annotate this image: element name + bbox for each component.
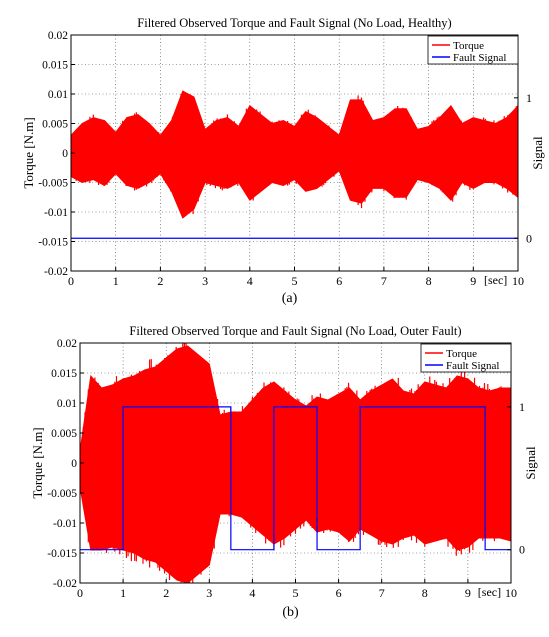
x-tick-label: 2 (163, 586, 169, 600)
y-tick-label: 0.015 (42, 60, 68, 72)
y-axis-label: Torque [N.m] (21, 117, 36, 188)
x-tick-label: 2 (157, 274, 163, 288)
legend-label: Torque (453, 40, 484, 52)
x-tick-label: 3 (202, 274, 208, 288)
y-tick-label: -0.005 (47, 488, 77, 500)
x-tick-label: 7 (381, 274, 387, 288)
y-tick-label: 0.005 (51, 428, 77, 440)
x-tick-label: 10 (512, 274, 524, 288)
x-tick-label: 4 (247, 274, 253, 288)
right-tick-label: 1 (519, 400, 525, 414)
x-tick-label: 3 (206, 586, 212, 600)
x-tick-label: 0 (77, 586, 83, 600)
y-tick-label: -0.015 (38, 237, 68, 249)
x-unit-label: [sec] (478, 585, 501, 599)
x-tick-label: 6 (336, 274, 342, 288)
x-tick-label: 8 (426, 274, 432, 288)
series-fault-signal (80, 406, 511, 551)
y-tick-label: 0.015 (51, 368, 77, 380)
chart-panel-b: 0.02 0.015 0.01 0.005 0 -0.005 -0.01 -0.015 -0.0… (30, 324, 538, 620)
legend-label: Fault Signal (453, 52, 506, 64)
x-tick-label: 6 (336, 586, 342, 600)
y-tick-label: 0 (71, 458, 77, 470)
legend-box (427, 35, 519, 65)
right-axis-label: Signal (523, 446, 538, 480)
series-torque (80, 343, 511, 583)
y-axis-label: Torque [N.m] (30, 427, 45, 498)
x-tick-label: 4 (249, 586, 255, 600)
right-axis-label: Signal (530, 136, 545, 170)
x-tick-label: 9 (465, 586, 471, 600)
chart-title: Filtered Observed Torque and Fault Signa… (137, 16, 451, 30)
right-tick-label: 0 (526, 231, 532, 245)
x-tick-label: 10 (505, 586, 517, 600)
y-tick-label: -0.02 (44, 266, 68, 278)
panel-label: (a) (282, 291, 298, 306)
x-tick-label: 1 (120, 586, 126, 600)
y-tick-label: 0.01 (57, 398, 77, 410)
torque-oscillation (80, 343, 511, 583)
legend-label: Fault Signal (446, 360, 499, 372)
y-tick-label: 0.02 (48, 30, 68, 42)
legend-label: Torque (446, 348, 477, 360)
x-tick-label: 1 (113, 274, 119, 288)
y-tick-label: 0.005 (42, 119, 68, 131)
y-tick-label: -0.005 (38, 178, 68, 190)
legend-box (420, 343, 512, 373)
y-tick-label: 0.02 (57, 338, 77, 350)
x-tick-label: 5 (292, 274, 298, 288)
chart-title: Filtered Observed Torque and Fault Signa… (129, 324, 461, 338)
y-tick-label: 0 (62, 148, 68, 160)
series-torque (71, 90, 518, 219)
chart-panel-a: 0.02 0.015 0.01 0.005 0 -0.005 -0.01 -0.015 -0.0… (21, 16, 545, 306)
y-tick-label: -0.01 (53, 518, 77, 530)
x-tick-label: 7 (379, 586, 385, 600)
panel-label: (b) (282, 605, 299, 620)
torque-oscillation (71, 93, 518, 215)
x-tick-label: 8 (422, 586, 428, 600)
y-tick-label: -0.015 (47, 548, 77, 560)
y-tick-label: -0.02 (53, 578, 77, 590)
x-tick-label: 5 (293, 586, 299, 600)
x-unit-label: [sec] (484, 273, 507, 287)
y-tick-label: 0.01 (48, 89, 68, 101)
x-tick-label: 0 (68, 274, 74, 288)
x-tick-label: 9 (470, 274, 476, 288)
right-tick-label: 1 (526, 91, 532, 105)
right-tick-label: 0 (519, 543, 525, 557)
y-tick-label: -0.01 (44, 207, 68, 219)
